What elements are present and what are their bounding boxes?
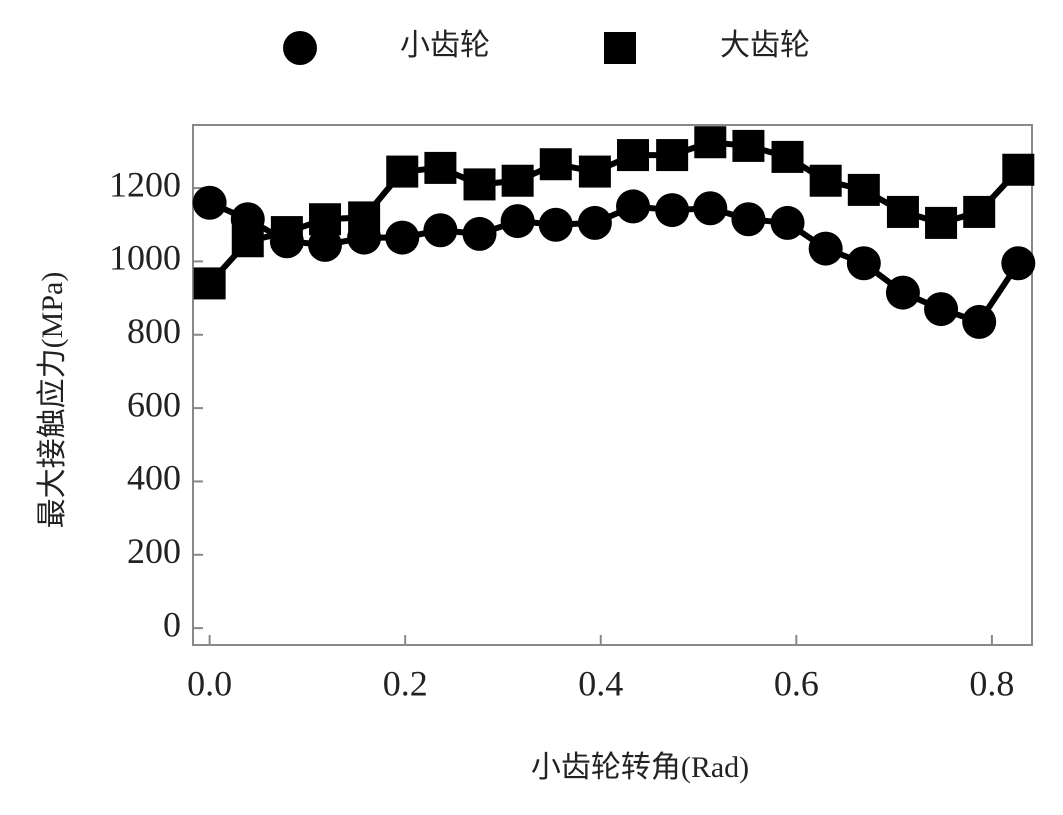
legend-marker xyxy=(283,31,317,65)
plot-frame xyxy=(192,124,1033,646)
square-marker xyxy=(732,129,765,162)
circle-marker xyxy=(192,185,227,220)
square-marker xyxy=(617,139,650,172)
square-marker xyxy=(309,203,342,236)
square-marker xyxy=(809,164,842,197)
circle-marker xyxy=(962,304,997,339)
circle-marker xyxy=(577,205,612,240)
square-marker xyxy=(231,225,264,258)
square-marker xyxy=(539,148,572,181)
circle-marker xyxy=(462,216,497,251)
circle-marker xyxy=(693,191,728,226)
square-marker xyxy=(925,206,958,239)
square-marker xyxy=(424,151,457,184)
square-marker xyxy=(501,164,534,197)
y-tick-label: 200 xyxy=(127,531,181,571)
square-marker xyxy=(270,216,303,249)
circle-marker xyxy=(731,202,766,237)
square-marker xyxy=(886,195,919,228)
circle-marker xyxy=(538,207,573,242)
square-marker xyxy=(578,155,611,188)
square-marker xyxy=(694,126,727,159)
circle-marker xyxy=(616,189,651,224)
series-line xyxy=(207,139,1021,286)
square-marker xyxy=(463,168,496,201)
x-tick-label: 0.6 xyxy=(774,663,819,703)
y-tick-label: 400 xyxy=(127,458,181,498)
y-tick-label: 1200 xyxy=(109,164,181,204)
square-marker xyxy=(193,267,226,300)
circle-marker xyxy=(770,205,805,240)
series-line xyxy=(208,199,1021,326)
x-axis-label: 小齿轮转角(Rad) xyxy=(531,751,749,784)
legend-label: 小齿轮 xyxy=(400,29,490,62)
x-tick-label: 0.4 xyxy=(578,663,623,703)
x-tick-label: 0.2 xyxy=(383,663,428,703)
legend-label: 大齿轮 xyxy=(720,29,810,62)
square-marker xyxy=(847,173,880,206)
circle-marker xyxy=(924,292,959,327)
circle-marker xyxy=(385,220,420,255)
legend-marker xyxy=(604,32,636,64)
x-tick-label: 0.8 xyxy=(969,663,1014,703)
y-tick-label: 0 xyxy=(163,604,181,644)
y-tick-label: 600 xyxy=(127,384,181,424)
circle-marker xyxy=(846,246,881,281)
circle-marker xyxy=(308,227,343,262)
square-marker xyxy=(386,155,419,188)
square-marker xyxy=(963,195,996,228)
y-tick-label: 800 xyxy=(127,311,181,351)
x-tick-label: 0.0 xyxy=(187,663,232,703)
square-marker xyxy=(348,201,381,234)
circle-marker xyxy=(808,231,843,266)
y-tick-label: 1000 xyxy=(109,238,181,278)
square-marker xyxy=(1002,153,1035,186)
circle-marker xyxy=(885,275,920,310)
square-marker xyxy=(771,140,804,173)
square-marker xyxy=(656,139,689,172)
circle-marker xyxy=(655,193,690,228)
circle-marker xyxy=(1001,246,1036,281)
circle-marker xyxy=(423,213,458,248)
circle-marker xyxy=(500,204,535,239)
y-axis-label: 最大接触应力(MPa) xyxy=(36,272,69,529)
